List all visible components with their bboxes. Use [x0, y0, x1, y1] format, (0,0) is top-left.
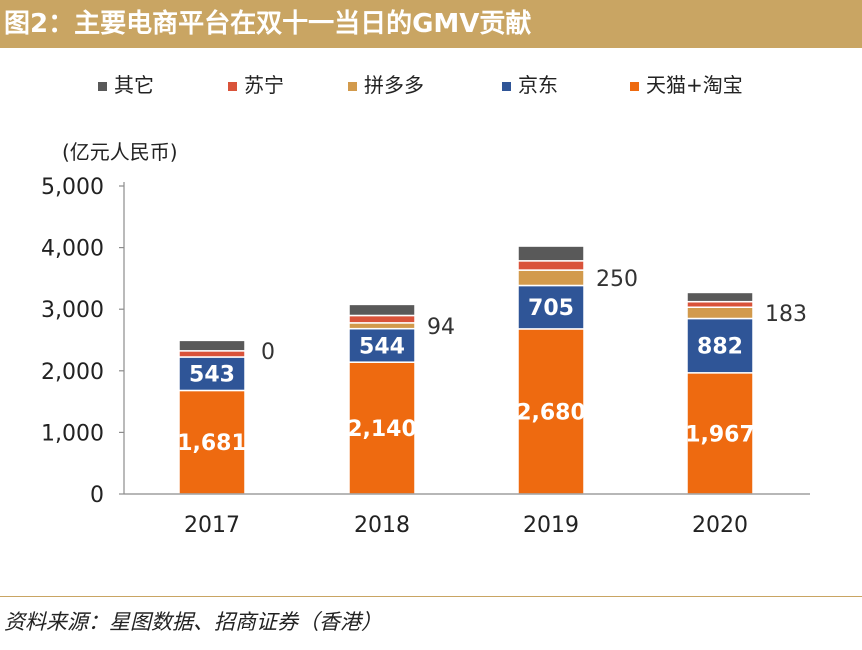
data-label: 705: [528, 296, 574, 321]
x-tick-label: 2019: [523, 513, 579, 538]
legend-item: 苏宁: [228, 73, 284, 97]
data-label: 2,140: [347, 417, 417, 442]
data-label: 544: [359, 334, 405, 359]
legend-swatch: [228, 82, 237, 91]
y-tick-label: 5,000: [41, 175, 104, 200]
bar-segment: [686, 291, 754, 303]
legend-label: 苏宁: [244, 73, 284, 97]
legend-label: 京东: [518, 73, 558, 97]
bar-segment: [178, 339, 246, 352]
bar-segment: [517, 245, 585, 262]
bar-segment: [348, 303, 416, 317]
legend-item: 拼多多: [348, 73, 424, 97]
data-label: 250: [596, 267, 638, 292]
bar-segment: [517, 260, 585, 271]
legend-swatch: [348, 82, 357, 91]
data-label: 882: [697, 335, 743, 360]
legend-label: 拼多多: [364, 73, 424, 97]
bars: 1,681 543 0 2,140 544 94 2,680 705 250 1,967 882 18…: [177, 245, 807, 495]
bar-segment: [686, 300, 754, 308]
bar-segment: [686, 317, 754, 374]
legend-item: 京东: [502, 73, 558, 97]
bar-segment: [348, 322, 416, 330]
bar-segment: [348, 314, 416, 324]
legend-swatch: [98, 82, 107, 91]
data-label: 94: [427, 315, 455, 340]
stacked-bar-chart: 其它 苏宁 拼多多 京东 天猫+淘宝 (亿元人民币) 0 1,000 2,000 3,000 4…: [41, 73, 810, 538]
legend-item: 天猫+淘宝: [630, 73, 743, 97]
legend-label: 其它: [114, 73, 154, 97]
legend-label: 天猫+淘宝: [646, 73, 743, 97]
data-label: 0: [261, 340, 275, 365]
source-note: 资料来源：星图数据、招商证券（香港）: [0, 596, 862, 650]
legend-item: 其它: [98, 73, 154, 97]
bar-segment: [178, 350, 246, 358]
y-axis-unit-label: (亿元人民币): [62, 140, 178, 164]
x-tick-label: 2017: [184, 513, 240, 538]
legend-swatch: [502, 82, 511, 91]
y-axis: 0 1,000 2,000 3,000 4,000 5,000: [41, 175, 125, 508]
y-tick-label: 4,000: [41, 237, 104, 262]
x-axis: 2017 2018 2019 2020: [124, 493, 810, 538]
x-tick-label: 2020: [692, 513, 748, 538]
legend: 其它 苏宁 拼多多 京东 天猫+淘宝: [98, 73, 743, 97]
bar-segment: [517, 284, 585, 330]
data-label: 183: [765, 302, 807, 327]
legend-swatch: [630, 82, 639, 91]
bar-segment: [178, 356, 246, 392]
bar-segment: [686, 306, 754, 320]
figure-title: 图2：主要电商平台在双十一当日的GMV贡献: [0, 0, 862, 48]
data-label: 1,967: [685, 422, 755, 447]
y-tick-label: 0: [90, 483, 104, 508]
bar-segment: [517, 269, 585, 287]
y-tick-label: 2,000: [41, 360, 104, 385]
data-label: 543: [189, 363, 235, 388]
data-label: 2,680: [516, 400, 586, 425]
bar-segment: [348, 361, 416, 495]
x-tick-label: 2018: [354, 513, 410, 538]
data-label: 1,681: [177, 431, 247, 456]
y-tick-label: 1,000: [41, 421, 104, 446]
y-tick-label: 3,000: [41, 298, 104, 323]
bar-segment: [348, 327, 416, 363]
bar-segment: [517, 328, 585, 495]
bar-segment: [686, 372, 754, 495]
